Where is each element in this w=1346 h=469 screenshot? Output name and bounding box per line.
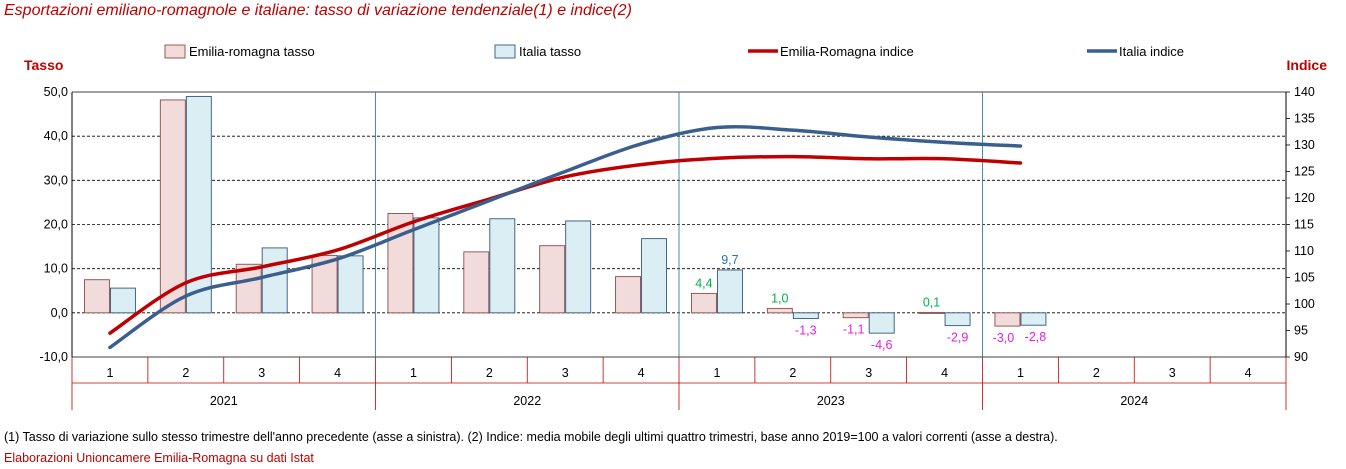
data-labels: 4,4 9,7 1,0 -1,3 -1,1 -4,6 0,1 -2,9 -3,0 -2,8 — [695, 253, 1046, 352]
it-tasso-bar — [337, 255, 364, 314]
quarter-label: 1 — [1017, 366, 1024, 380]
quarter-label: 1 — [410, 366, 417, 380]
legend: Emilia-romagna tasso Italia tasso Emilia-R… — [164, 44, 1184, 59]
it-tasso-bar — [1020, 312, 1047, 326]
source-note: Elaborazioni Unioncamere Emilia-Romagna … — [4, 451, 314, 465]
er-tasso-bar — [539, 245, 566, 314]
quarter-label: 2 — [182, 366, 189, 380]
combo-chart: -10,00,010,020,030,040,050,0909510010511… — [24, 44, 1327, 410]
it-tasso-bar — [565, 220, 592, 314]
left-axis-title: Tasso — [24, 57, 63, 73]
left-tick-label: 30,0 — [44, 173, 68, 187]
right-axis-title: Indice — [1287, 57, 1328, 73]
data-label: 4,4 — [695, 276, 712, 290]
quarter-label: 3 — [258, 366, 265, 380]
bars — [83, 95, 1047, 334]
left-tick-label: 10,0 — [44, 262, 68, 276]
year-label: 2024 — [1120, 394, 1148, 408]
quarter-label: 4 — [638, 366, 645, 380]
er-tasso-bar — [918, 311, 945, 314]
er-tasso-bar — [766, 307, 793, 314]
right-tick-label: 95 — [1294, 324, 1308, 338]
legend-label: Italia tasso — [519, 44, 581, 59]
axes: -10,00,010,020,030,040,050,0909510010511… — [24, 57, 1327, 410]
right-tick-label: 90 — [1294, 350, 1308, 364]
er-tasso-bar — [83, 279, 110, 314]
index-lines — [108, 124, 1023, 350]
right-tick-label: 135 — [1294, 112, 1315, 126]
data-label: -2,8 — [1025, 330, 1047, 344]
legend-label: Italia indice — [1119, 44, 1184, 59]
it-tasso-bar — [109, 287, 136, 314]
it-tasso-bar — [641, 238, 668, 314]
er-indice-line — [108, 154, 1023, 335]
quarter-label: 1 — [713, 366, 720, 380]
left-tick-label: -10,0 — [40, 350, 69, 364]
it-tasso-bar — [413, 217, 440, 314]
year-separators — [375, 92, 983, 357]
quarter-label: 2 — [1093, 366, 1100, 380]
it-indice-line — [108, 124, 1023, 350]
data-label: 9,7 — [721, 253, 738, 267]
legend-swatch-it-tasso — [494, 44, 516, 59]
er-tasso-bar — [159, 99, 186, 314]
right-tick-label: 100 — [1294, 297, 1315, 311]
it-tasso-bar — [261, 247, 288, 314]
quarter-label: 2 — [486, 366, 493, 380]
left-tick-label: 20,0 — [44, 218, 68, 232]
er-tasso-bar — [235, 263, 262, 314]
left-tick-label: 50,0 — [44, 85, 68, 99]
quarter-label: 4 — [334, 366, 341, 380]
right-tick-label: 110 — [1294, 244, 1314, 258]
it-tasso-bar — [868, 312, 895, 334]
quarter-label: 4 — [1245, 366, 1252, 380]
quarter-label: 3 — [865, 366, 872, 380]
data-label: -4,6 — [871, 338, 893, 352]
quarter-label: 3 — [1169, 366, 1176, 380]
legend-label: Emilia-Romagna indice — [780, 44, 914, 59]
er-tasso-bar — [842, 312, 869, 319]
it-tasso-bar — [716, 269, 743, 314]
year-label: 2023 — [817, 394, 845, 408]
er-tasso-bar — [994, 312, 1021, 327]
right-tick-label: 120 — [1294, 191, 1315, 205]
right-tick-label: 105 — [1294, 271, 1315, 285]
year-label: 2021 — [210, 394, 238, 408]
right-tick-label: 125 — [1294, 165, 1315, 179]
it-tasso-bar — [944, 312, 971, 327]
data-label: -1,3 — [795, 324, 817, 338]
it-tasso-bar — [489, 218, 516, 314]
er-tasso-bar — [463, 251, 490, 314]
right-tick-label: 115 — [1294, 218, 1314, 232]
data-label: -2,9 — [947, 331, 969, 345]
quarter-label: 1 — [106, 366, 113, 380]
data-label: -1,1 — [843, 323, 865, 337]
er-tasso-bar — [690, 292, 717, 314]
quarter-label: 2 — [789, 366, 796, 380]
left-tick-label: 0,0 — [51, 306, 68, 320]
right-tick-label: 130 — [1294, 138, 1315, 152]
legend-label: Emilia-romagna tasso — [189, 44, 315, 59]
er-tasso-bar — [615, 276, 642, 314]
it-tasso-bar — [792, 312, 819, 320]
legend-swatch-er-tasso — [164, 44, 186, 59]
chart-title: Esportazioni emiliano-romagnole e italia… — [4, 2, 632, 19]
footnote: (1) Tasso di variazione sullo stesso tri… — [4, 430, 1058, 444]
quarter-label: 4 — [941, 366, 948, 380]
left-tick-label: 40,0 — [44, 129, 68, 143]
data-label: -3,0 — [993, 331, 1015, 345]
data-label: 0,1 — [923, 295, 940, 309]
quarter-label: 3 — [562, 366, 569, 380]
data-label: 1,0 — [771, 291, 788, 305]
right-tick-label: 140 — [1294, 85, 1315, 99]
year-label: 2022 — [513, 394, 541, 408]
